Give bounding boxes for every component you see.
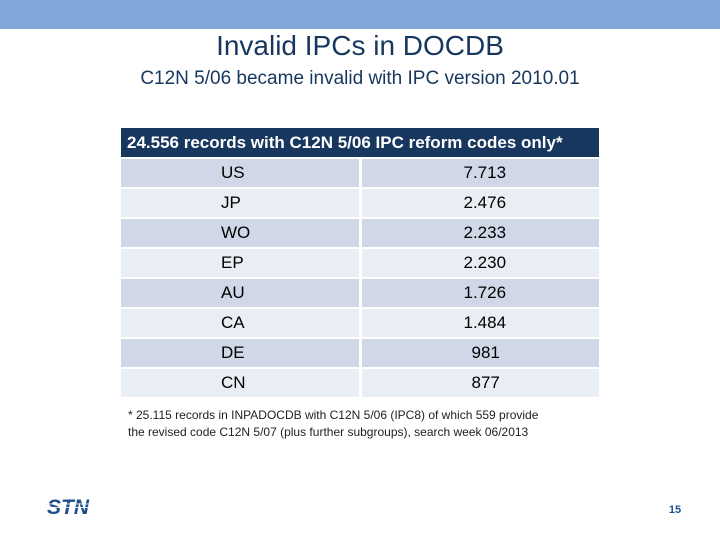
table-row: CN 877: [121, 368, 599, 399]
count-cell: 2.230: [360, 248, 599, 279]
footnote: * 25.115 records in INPADOCDB with C12N …: [128, 407, 668, 441]
top-accent-bar: [0, 0, 720, 29]
stn-logo: STN: [36, 496, 100, 518]
count-cell: 2.233: [360, 218, 599, 249]
table-row: JP 2.476: [121, 188, 599, 219]
country-cell: JP: [121, 188, 362, 219]
country-cell: EP: [121, 248, 362, 279]
table-row: US 7.713: [121, 158, 599, 189]
country-cell: US: [121, 158, 362, 189]
footnote-line: * 25.115 records in INPADOCDB with C12N …: [128, 408, 539, 422]
table-row: DE 981: [121, 338, 599, 369]
footnote-line: the revised code C12N 5/07 (plus further…: [128, 425, 529, 439]
slide-title: Invalid IPCs in DOCDB: [216, 30, 504, 61]
table-header-row: 24.556 records with C12N 5/06 IPC reform…: [121, 128, 599, 159]
page-number: 15: [668, 504, 682, 516]
table-header: 24.556 records with C12N 5/06 IPC reform…: [121, 128, 599, 159]
country-cell: CA: [121, 308, 362, 339]
table-row: EP 2.230: [121, 248, 599, 279]
count-cell: 877: [360, 368, 599, 399]
slide-subtitle: C12N 5/06 became invalid with IPC versio…: [140, 68, 580, 89]
records-table: 24.556 records with C12N 5/06 IPC reform…: [121, 128, 599, 399]
table-row: WO 2.233: [121, 218, 599, 249]
count-cell: 2.476: [360, 188, 599, 219]
count-cell: 1.484: [360, 308, 599, 339]
table-row: CA 1.484: [121, 308, 599, 339]
country-cell: DE: [121, 338, 362, 369]
count-cell: 981: [360, 338, 599, 369]
country-cell: CN: [121, 368, 362, 399]
count-cell: 1.726: [360, 278, 599, 309]
country-cell: WO: [121, 218, 362, 249]
count-cell: 7.713: [360, 158, 599, 189]
table-row: AU 1.726: [121, 278, 599, 309]
country-cell: AU: [121, 278, 362, 309]
